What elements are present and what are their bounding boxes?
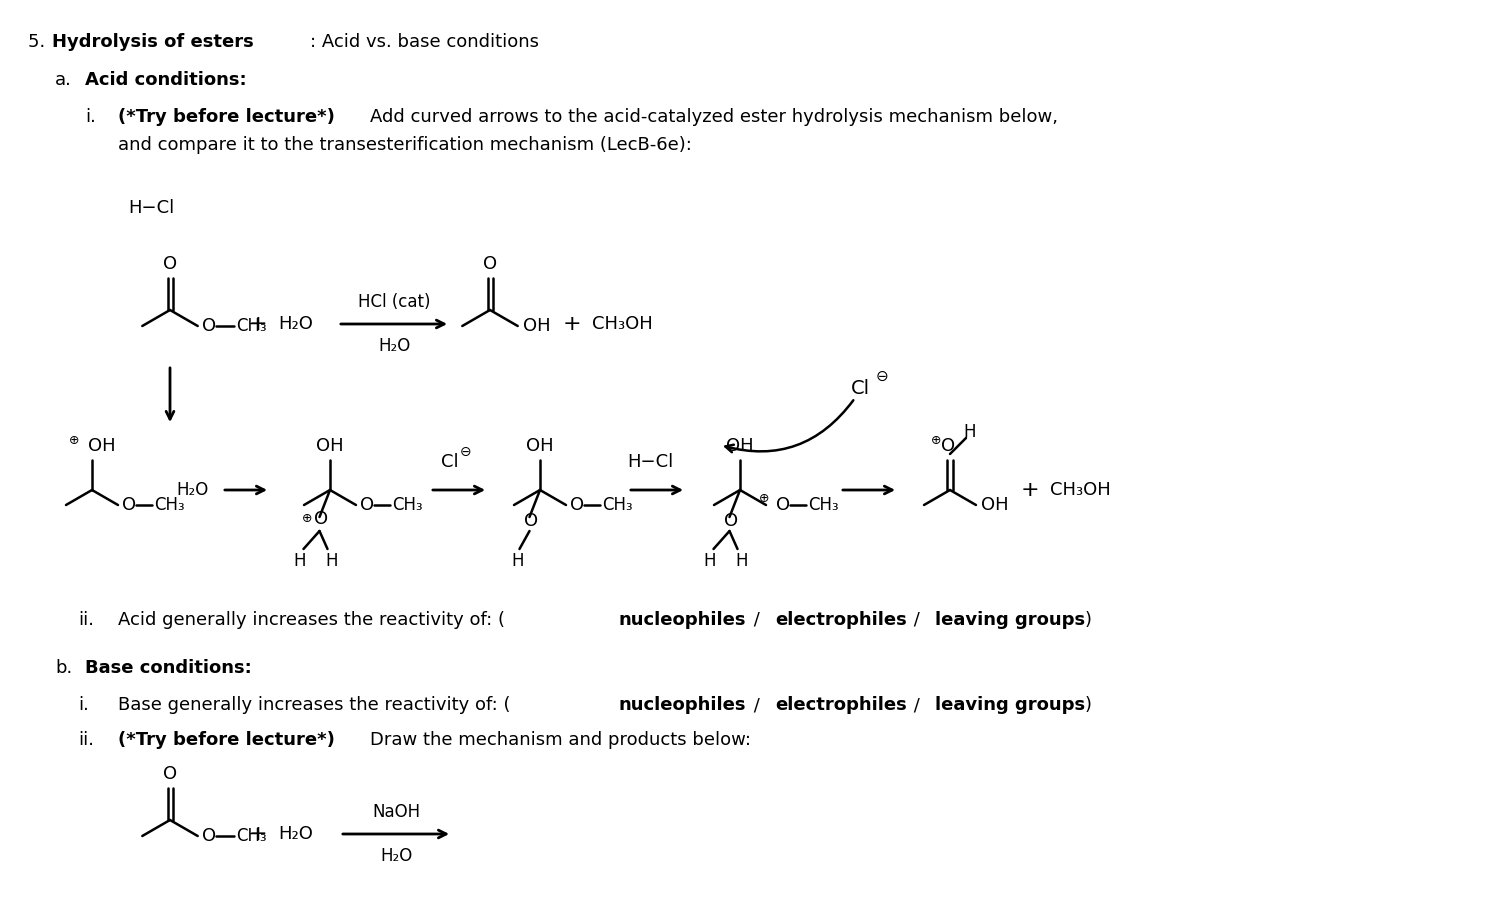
Text: Base generally increases the reactivity of: (: Base generally increases the reactivity …: [118, 696, 511, 714]
Text: ⊕: ⊕: [759, 493, 769, 506]
Text: /: /: [748, 611, 765, 629]
Text: leaving groups: leaving groups: [935, 696, 1085, 714]
Text: O: O: [524, 512, 538, 530]
Text: OH: OH: [726, 437, 754, 455]
Text: Acid conditions:: Acid conditions:: [85, 71, 247, 89]
Text: nucleophiles: nucleophiles: [619, 611, 746, 629]
Text: O: O: [163, 255, 178, 273]
Text: Draw the mechanism and products below:: Draw the mechanism and products below:: [371, 731, 751, 749]
Text: H: H: [735, 552, 748, 570]
Text: O: O: [163, 765, 178, 783]
Text: H: H: [326, 552, 338, 570]
Text: NaOH: NaOH: [372, 803, 420, 821]
Text: b.: b.: [55, 659, 72, 677]
Text: H: H: [964, 423, 976, 441]
Text: Add curved arrows to the acid-catalyzed ester hydrolysis mechanism below,: Add curved arrows to the acid-catalyzed …: [371, 108, 1058, 126]
Text: CH₃: CH₃: [602, 496, 632, 514]
Text: H: H: [704, 552, 716, 570]
Text: ii.: ii.: [78, 731, 94, 749]
Text: CH₃OH: CH₃OH: [1050, 481, 1110, 499]
Text: (*Try before lecture*): (*Try before lecture*): [118, 108, 335, 126]
Text: O: O: [941, 437, 955, 455]
Text: O: O: [571, 496, 584, 514]
Text: electrophiles: electrophiles: [775, 696, 907, 714]
Text: O: O: [483, 255, 498, 273]
Text: O: O: [123, 496, 136, 514]
Text: ii.: ii.: [78, 611, 94, 629]
Text: OH: OH: [526, 437, 554, 455]
Text: electrophiles: electrophiles: [775, 611, 907, 629]
Text: OH: OH: [982, 496, 1008, 514]
Text: +: +: [563, 314, 581, 334]
Text: (*Try before lecture*): (*Try before lecture*): [118, 731, 335, 749]
Text: CH₃: CH₃: [236, 827, 266, 845]
Text: and compare it to the transesterification mechanism (LecB-6e):: and compare it to the transesterificatio…: [118, 136, 692, 154]
Text: i.: i.: [78, 696, 88, 714]
Text: O: O: [202, 317, 215, 335]
Text: +: +: [248, 314, 267, 334]
Text: ): ): [1085, 611, 1092, 629]
Text: ⊕: ⊕: [302, 512, 312, 526]
Text: CH₃: CH₃: [391, 496, 423, 514]
Text: Cl: Cl: [850, 378, 870, 398]
Text: H−Cl: H−Cl: [128, 199, 175, 217]
Text: Cl: Cl: [441, 453, 459, 471]
Text: O: O: [775, 496, 790, 514]
Text: : Acid vs. base conditions: : Acid vs. base conditions: [309, 33, 539, 51]
Text: CH₃: CH₃: [808, 496, 838, 514]
Text: 5.: 5.: [28, 33, 51, 51]
Text: OH: OH: [317, 437, 344, 455]
Text: CH₃OH: CH₃OH: [592, 315, 653, 333]
Text: leaving groups: leaving groups: [935, 611, 1085, 629]
Text: i.: i.: [85, 108, 96, 126]
Text: H: H: [293, 552, 306, 570]
Text: ⊕: ⊕: [931, 433, 941, 446]
Text: O: O: [202, 827, 215, 845]
Text: +: +: [248, 824, 267, 844]
Text: OH: OH: [88, 437, 115, 455]
Text: /: /: [748, 696, 765, 714]
Text: CH₃: CH₃: [236, 317, 266, 335]
Text: HCl (cat): HCl (cat): [357, 293, 430, 311]
Text: OH: OH: [523, 317, 550, 335]
Text: H−Cl: H−Cl: [627, 453, 674, 471]
Text: ): ): [1085, 696, 1092, 714]
Text: Hydrolysis of esters: Hydrolysis of esters: [52, 33, 254, 51]
Text: a.: a.: [55, 71, 72, 89]
Text: O: O: [725, 512, 738, 530]
Text: Base conditions:: Base conditions:: [85, 659, 252, 677]
Text: H₂O: H₂O: [176, 481, 208, 499]
Text: Acid generally increases the reactivity of: (: Acid generally increases the reactivity …: [118, 611, 505, 629]
Text: H₂O: H₂O: [379, 847, 412, 865]
Text: H₂O: H₂O: [378, 337, 411, 355]
Text: O: O: [314, 510, 329, 528]
Text: +: +: [1020, 480, 1040, 500]
Text: /: /: [908, 611, 926, 629]
Text: O: O: [360, 496, 374, 514]
Text: H₂O: H₂O: [278, 315, 312, 333]
Text: ⊖: ⊖: [875, 368, 889, 384]
Text: H: H: [511, 552, 524, 570]
Text: ⊕: ⊕: [69, 433, 79, 446]
Text: nucleophiles: nucleophiles: [619, 696, 746, 714]
Text: /: /: [908, 696, 926, 714]
Text: H₂O: H₂O: [278, 825, 312, 843]
Text: ⊖: ⊖: [460, 445, 472, 459]
Text: CH₃: CH₃: [154, 496, 185, 514]
